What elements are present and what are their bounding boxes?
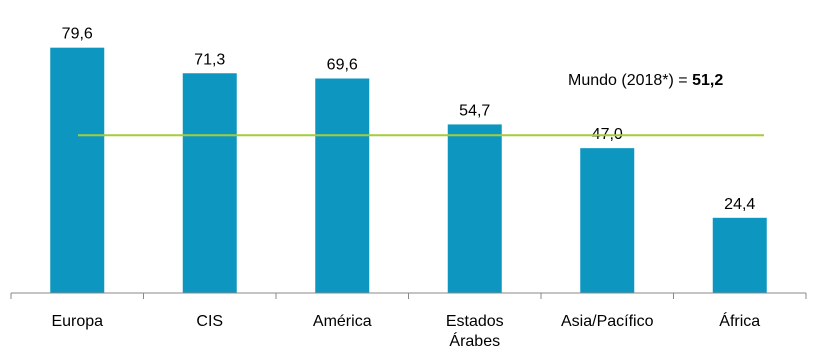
x-axis-ticks bbox=[10, 293, 807, 299]
category-label-6: África bbox=[719, 311, 760, 330]
value-label-6: 24,4 bbox=[724, 196, 755, 213]
value-label-1: 79,6 bbox=[62, 26, 93, 43]
bar-4 bbox=[447, 124, 502, 293]
bar-2 bbox=[182, 73, 237, 293]
world-reference-label-prefix: Mundo (2018*) = bbox=[568, 72, 692, 89]
bars-group bbox=[50, 47, 767, 293]
value-labels-group: 79,671,3 69,654,747,024,4 bbox=[62, 26, 756, 213]
value-label-2: 71,3 bbox=[194, 51, 225, 68]
category-label-5: Asia/Pacífico bbox=[561, 313, 654, 330]
category-labels-group: Europa CIS América Estados Árabes Asia/Pacífi… bbox=[51, 311, 760, 350]
category-label-2: CIS bbox=[196, 313, 223, 330]
value-label-3: 69,6 bbox=[327, 56, 358, 73]
bar-5 bbox=[580, 148, 635, 293]
bar-1 bbox=[50, 47, 105, 293]
bar-3 bbox=[315, 78, 370, 293]
category-label-4: Estados Árabes bbox=[446, 313, 504, 350]
category-label-3: América bbox=[313, 313, 372, 330]
world-reference-label-value: 51,2 bbox=[692, 72, 723, 89]
world-reference-label: Mundo (2018*) = 51,2 bbox=[568, 72, 723, 89]
bar-6 bbox=[712, 217, 767, 293]
value-label-4: 54,7 bbox=[459, 102, 490, 119]
category-label-1: Europa bbox=[51, 313, 103, 330]
